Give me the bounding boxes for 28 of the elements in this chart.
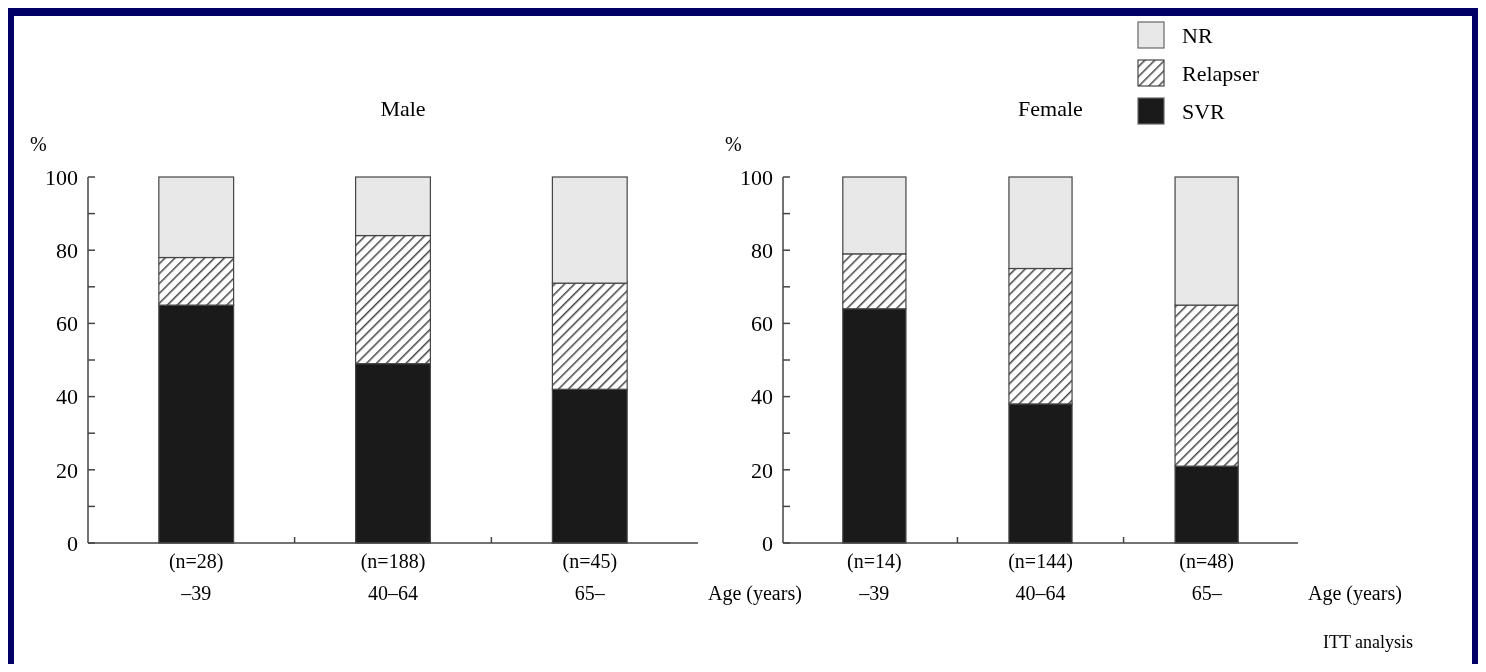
y-tick-label: 0 bbox=[762, 530, 773, 556]
y-axis-title: % bbox=[30, 133, 47, 155]
y-tick-label: 40 bbox=[751, 384, 773, 410]
y-tick-label: 80 bbox=[56, 237, 78, 263]
x-axis-title: Age (years) bbox=[708, 582, 802, 605]
y-tick-label: 80 bbox=[751, 237, 773, 263]
x-tick-label: (n=14) –39 bbox=[847, 550, 902, 604]
legend-label: Relapser bbox=[1182, 60, 1260, 86]
x-axis-title: Age (years) bbox=[1308, 582, 1402, 605]
chart-title: Male bbox=[380, 96, 426, 121]
x-tick-label: (n=45) 65– bbox=[562, 550, 618, 604]
x-tick-label: (n=28) –39 bbox=[168, 550, 224, 604]
y-tick-label: 0 bbox=[67, 530, 78, 556]
y-tick-label: 60 bbox=[56, 311, 78, 337]
chart-title: Female bbox=[1018, 96, 1083, 121]
y-tick-label: 60 bbox=[751, 311, 773, 337]
y-axis-title: % bbox=[725, 133, 742, 155]
legend-label: SVR bbox=[1182, 98, 1226, 124]
text: ITT analysis bbox=[1322, 632, 1414, 652]
x-tick-label: (n=48) 65– bbox=[1179, 550, 1234, 604]
y-tick-label: 40 bbox=[56, 384, 78, 410]
y-tick-label: 100 bbox=[45, 164, 78, 190]
y-tick-label: 20 bbox=[56, 457, 78, 483]
y-tick-label: 20 bbox=[751, 457, 773, 483]
x-tick-label: (n=188) 40–64 bbox=[360, 550, 426, 604]
x-tick-label: (n=144) 40–64 bbox=[1008, 550, 1073, 604]
legend-label: NR bbox=[1182, 22, 1213, 48]
y-tick-label: 100 bbox=[740, 164, 773, 190]
